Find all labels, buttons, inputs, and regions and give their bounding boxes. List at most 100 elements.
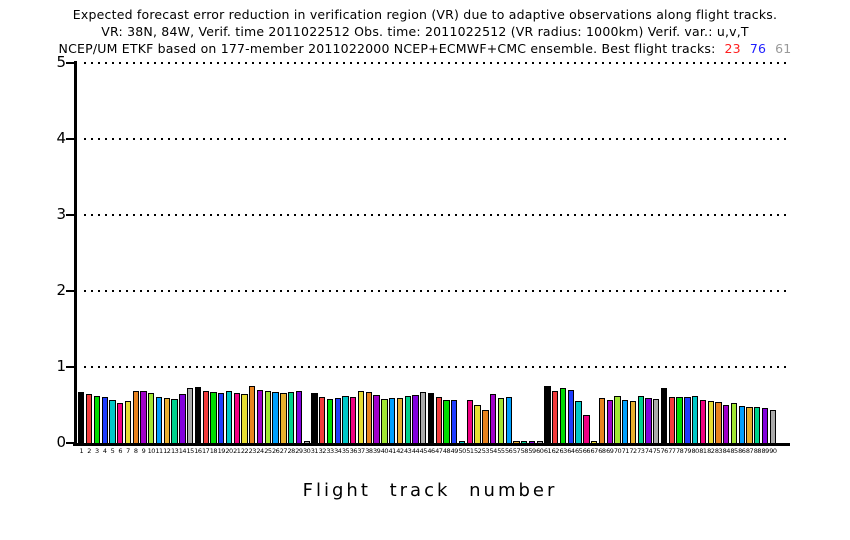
bar-track-31 bbox=[311, 392, 318, 443]
bar-track-34 bbox=[334, 398, 341, 443]
bar-track-7 bbox=[124, 401, 132, 443]
x-tick-label-82: 82 bbox=[707, 447, 715, 455]
x-tick-label-25: 25 bbox=[264, 447, 272, 455]
bar-track-50 bbox=[458, 441, 466, 443]
x-tick-label-88: 88 bbox=[753, 447, 762, 455]
x-tick-label-29: 29 bbox=[295, 447, 303, 455]
gridline-y4 bbox=[84, 138, 790, 140]
x-tick-label-7: 7 bbox=[126, 447, 130, 455]
bar-track-39 bbox=[373, 394, 380, 443]
bar-track-78 bbox=[676, 396, 683, 443]
bar-track-62 bbox=[552, 391, 559, 443]
x-tick-label-42: 42 bbox=[396, 447, 404, 455]
bar-track-24 bbox=[256, 389, 264, 443]
bar-track-72 bbox=[629, 401, 637, 443]
bar-track-33 bbox=[326, 398, 334, 443]
x-tick-label-14: 14 bbox=[178, 447, 187, 455]
bar-track-22 bbox=[241, 394, 248, 443]
x-tick-label-8: 8 bbox=[133, 447, 138, 455]
chart-header: Expected forecast error reduction in ver… bbox=[0, 6, 850, 57]
x-tick-label-16: 16 bbox=[194, 447, 202, 455]
bar-track-48 bbox=[443, 399, 450, 443]
bar-track-47 bbox=[435, 397, 442, 443]
x-tick-label-63: 63 bbox=[559, 447, 567, 455]
bar-track-81 bbox=[699, 399, 707, 443]
bar-track-84 bbox=[723, 405, 730, 443]
x-tick-label-40: 40 bbox=[380, 447, 389, 455]
bar-track-35 bbox=[342, 395, 349, 443]
gridline-y2 bbox=[84, 290, 790, 292]
y-tick-1 bbox=[66, 366, 75, 368]
bar-track-56 bbox=[505, 396, 512, 443]
bar-track-57 bbox=[513, 441, 520, 443]
bar-track-2 bbox=[85, 393, 93, 443]
best-flight-track-numbers: 23 76 61 bbox=[716, 41, 792, 56]
bar-track-37 bbox=[357, 391, 365, 443]
x-tick-label-61: 61 bbox=[543, 447, 552, 455]
bar-track-10 bbox=[148, 392, 155, 443]
chart-title-line3: NCEP/UM ETKF based on 177-member 2011022… bbox=[0, 40, 850, 57]
x-tick-label-69: 69 bbox=[606, 447, 614, 455]
bar-track-15 bbox=[186, 387, 194, 443]
x-tick-label-19: 19 bbox=[217, 447, 226, 455]
bar-track-16 bbox=[194, 386, 202, 443]
x-tick-label-23: 23 bbox=[248, 447, 257, 455]
bar-track-75 bbox=[653, 398, 660, 443]
bar-track-77 bbox=[668, 396, 676, 443]
x-tick-label-58: 58 bbox=[520, 447, 529, 455]
y-tick-label-5: 5 bbox=[56, 53, 66, 71]
bar-track-87 bbox=[746, 406, 753, 443]
x-tick-label-18: 18 bbox=[209, 447, 218, 455]
x-tick-label-90: 90 bbox=[769, 447, 777, 455]
x-tick-label-11: 11 bbox=[155, 447, 163, 455]
y-tick-label-4: 4 bbox=[56, 129, 66, 147]
bar-track-68 bbox=[598, 398, 606, 443]
bar-track-30 bbox=[303, 441, 310, 443]
bar-track-41 bbox=[389, 398, 396, 443]
x-tick-label-44: 44 bbox=[411, 447, 420, 455]
x-tick-label-72: 72 bbox=[629, 447, 637, 455]
bar-track-66 bbox=[583, 414, 590, 443]
x-tick-label-46: 46 bbox=[427, 447, 435, 455]
y-tick-label-0: 0 bbox=[56, 433, 66, 451]
x-tick-label-13: 13 bbox=[170, 447, 179, 455]
x-tick-label-64: 64 bbox=[567, 447, 575, 455]
bar-track-65 bbox=[575, 401, 582, 443]
bar-track-3 bbox=[93, 395, 101, 443]
x-tick-label-2: 2 bbox=[87, 447, 91, 455]
x-tick-label-50: 50 bbox=[458, 447, 466, 455]
y-tick-5 bbox=[66, 62, 75, 64]
x-tick-label-74: 74 bbox=[644, 447, 653, 455]
bar-track-63 bbox=[559, 388, 567, 443]
bar-track-89 bbox=[761, 408, 769, 443]
x-tick-label-68: 68 bbox=[598, 447, 606, 455]
bar-track-51 bbox=[466, 400, 473, 443]
x-tick-label-22: 22 bbox=[240, 447, 249, 455]
x-tick-label-28: 28 bbox=[287, 447, 295, 455]
x-tick-label-84: 84 bbox=[722, 447, 731, 455]
bar-track-88 bbox=[754, 407, 761, 443]
gridline-y1 bbox=[84, 366, 790, 368]
bar-track-14 bbox=[179, 394, 186, 443]
bar-track-90 bbox=[769, 409, 777, 443]
bar-track-13 bbox=[171, 398, 178, 443]
x-tick-label-39: 39 bbox=[372, 447, 381, 455]
bar-track-21 bbox=[233, 392, 240, 443]
x-tick-label-45: 45 bbox=[419, 447, 428, 455]
bar-track-82 bbox=[707, 401, 714, 443]
bar-track-76 bbox=[660, 388, 668, 443]
x-tick-label-85: 85 bbox=[730, 447, 738, 455]
x-tick-label-73: 73 bbox=[637, 447, 645, 455]
x-tick-label-30: 30 bbox=[303, 447, 311, 455]
gridline-y3 bbox=[84, 214, 790, 216]
bar-track-85 bbox=[730, 403, 738, 443]
bar-track-64 bbox=[567, 389, 574, 443]
x-axis-title: Flight track number bbox=[302, 480, 558, 501]
x-tick-label-36: 36 bbox=[349, 447, 358, 455]
bar-track-44 bbox=[412, 394, 419, 443]
x-tick-label-81: 81 bbox=[699, 447, 707, 455]
x-tick-label-49: 49 bbox=[450, 447, 459, 455]
bar-track-73 bbox=[637, 395, 644, 443]
bar-track-74 bbox=[645, 398, 652, 443]
